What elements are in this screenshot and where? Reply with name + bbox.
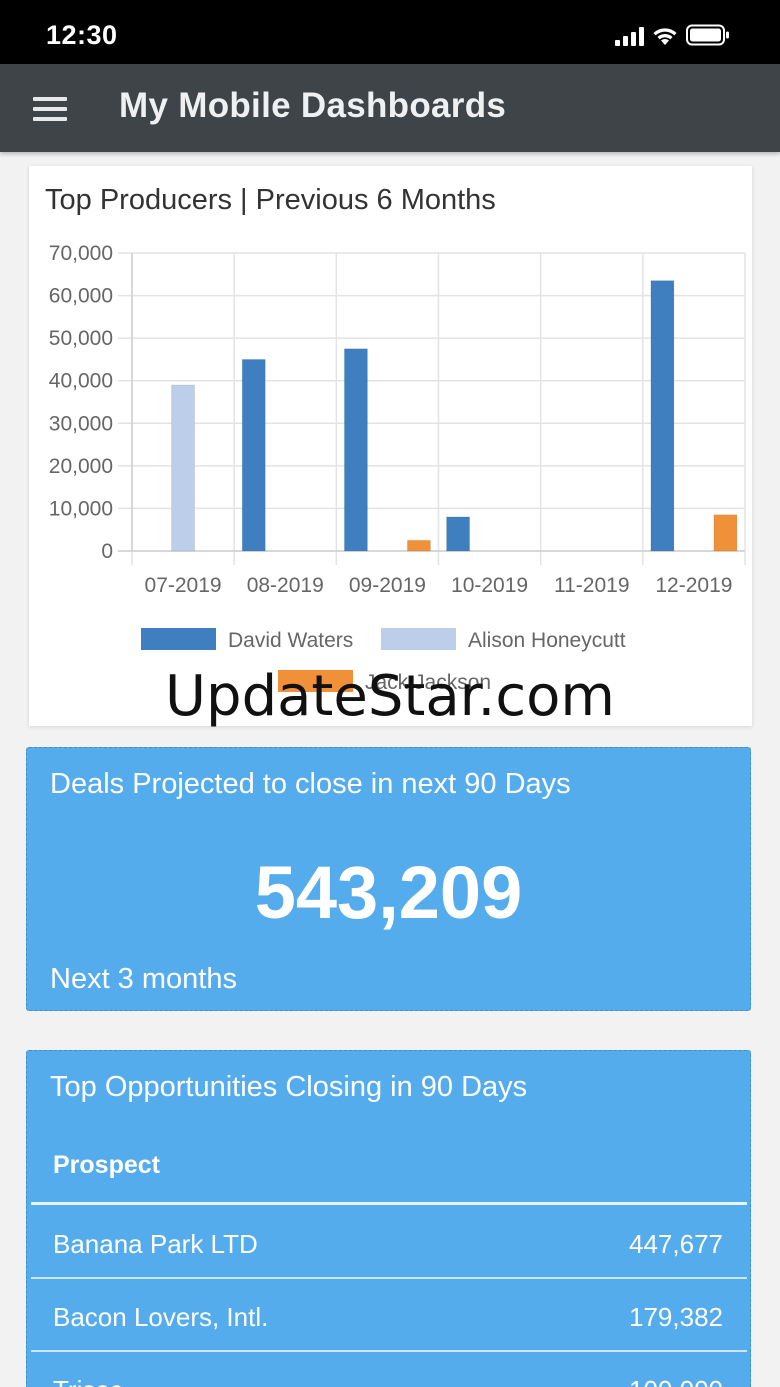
- cellular-signal-icon: [615, 26, 644, 46]
- top-producers-card: Top Producers | Previous 6 Months 0 10,00…: [29, 166, 752, 726]
- table-row[interactable]: Banana Park LTD 447,677: [31, 1207, 747, 1279]
- deals-subtitle: Next 3 months: [50, 963, 237, 995]
- app-title: My Mobile Dashboards: [119, 86, 507, 125]
- status-time: 12:30: [46, 20, 118, 50]
- y-tick-label: 60,000: [49, 285, 113, 308]
- prospect-amount: 100,000: [629, 1375, 723, 1387]
- table-row[interactable]: Trisec 100,000: [31, 1353, 747, 1387]
- bar: [343, 348, 368, 552]
- y-tick-label: 20,000: [49, 455, 113, 478]
- app-bar: My Mobile Dashboards: [0, 64, 780, 152]
- battery-icon: [686, 24, 729, 46]
- legend-swatch: [381, 628, 456, 650]
- prospect-name: Bacon Lovers, Intl.: [53, 1302, 269, 1332]
- top-producers-chart: 0 10,000 20,000 30,000 40,000 50,000 60,000 70,…: [49, 242, 746, 694]
- bar: [446, 516, 471, 552]
- top-opportunities-card: Top Opportunities Closing in 90 Days Pro…: [26, 1050, 751, 1387]
- bar: [713, 514, 738, 552]
- legend-swatch: [278, 670, 353, 692]
- x-tick-label: 09-2019: [349, 574, 426, 597]
- y-tick-label: 30,000: [49, 412, 113, 435]
- wifi-icon: [653, 28, 677, 45]
- chart-title: Top Producers | Previous 6 Months: [45, 184, 496, 216]
- prospect-amount: 447,677: [629, 1229, 723, 1259]
- watermark: UpdateStar.com: [165, 664, 615, 729]
- prospect-name: Trisec: [53, 1375, 123, 1387]
- x-tick-label: 08-2019: [247, 574, 324, 597]
- x-tick-label: 12-2019: [655, 574, 732, 597]
- opportunities-title: Top Opportunities Closing in 90 Days: [50, 1071, 528, 1103]
- legend-label: Jack Jackson: [365, 671, 491, 694]
- x-tick-label: 11-2019: [554, 574, 630, 597]
- legend-swatch: [141, 628, 216, 650]
- bar: [171, 384, 196, 552]
- prospect-name: Banana Park LTD: [53, 1229, 258, 1259]
- status-bar: 12:30: [0, 0, 780, 64]
- hamburger-menu-icon[interactable]: [33, 97, 67, 121]
- y-tick-label: 0: [101, 540, 113, 563]
- deals-projected-card[interactable]: Deals Projected to close in next 90 Days…: [26, 747, 751, 1011]
- y-tick-label: 10,000: [49, 497, 113, 520]
- y-tick-label: 70,000: [49, 242, 113, 265]
- x-tick-label: 07-2019: [145, 574, 222, 597]
- bar: [406, 539, 431, 552]
- prospect-column-header: Prospect: [53, 1151, 160, 1179]
- prospect-amount: 179,382: [629, 1302, 723, 1332]
- table-row[interactable]: Bacon Lovers, Intl. 179,382: [31, 1280, 747, 1352]
- bar: [650, 280, 675, 552]
- legend-label: David Waters: [228, 629, 353, 652]
- header-divider: [31, 1202, 747, 1205]
- y-tick-label: 40,000: [49, 370, 113, 393]
- x-tick-label: 10-2019: [451, 574, 528, 597]
- y-tick-label: 50,000: [49, 327, 113, 350]
- legend-label: Alison Honeycutt: [468, 629, 626, 652]
- bar: [241, 358, 266, 552]
- deals-value: 543,209: [254, 851, 523, 934]
- status-icons: [615, 24, 730, 46]
- deals-title: Deals Projected to close in next 90 Days: [50, 768, 571, 800]
